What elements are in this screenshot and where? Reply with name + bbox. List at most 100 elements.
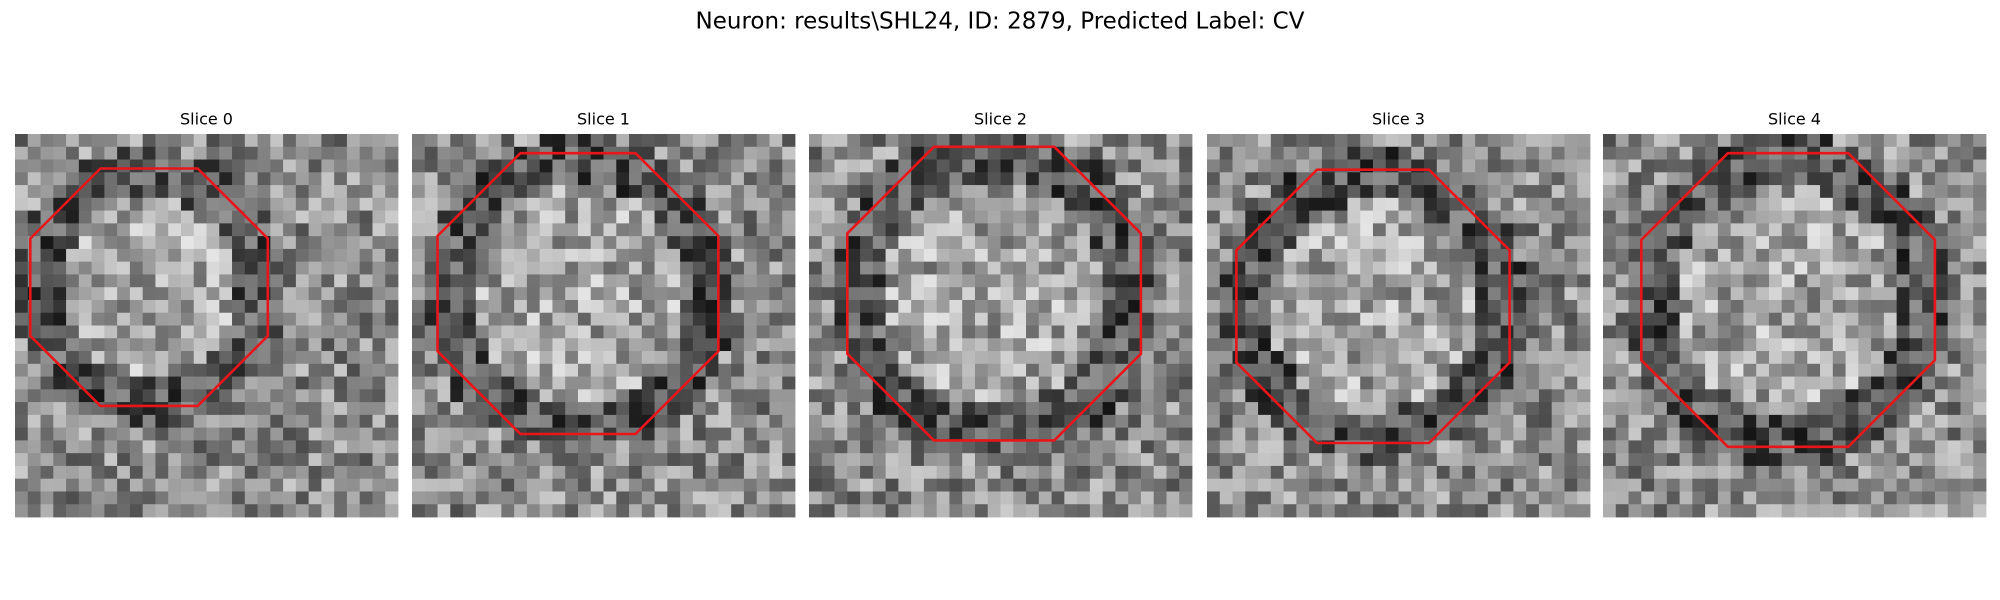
pixel: [1153, 478, 1167, 492]
pixel: [129, 146, 144, 160]
pixel: [1449, 223, 1463, 237]
pixel: [847, 504, 861, 518]
pixel: [1232, 299, 1246, 314]
pixel: [1283, 440, 1297, 454]
pixel: [463, 312, 477, 326]
pixel: [743, 299, 758, 314]
pixel: [1807, 325, 1821, 339]
pixel: [1756, 185, 1770, 199]
pixel: [219, 478, 233, 492]
pixel: [91, 299, 105, 314]
pixel: [1207, 504, 1221, 518]
pixel: [1038, 197, 1052, 211]
pixel: [1089, 223, 1104, 237]
pixel: [424, 338, 438, 352]
pixel: [321, 134, 335, 148]
pixel: [898, 287, 912, 301]
pixel: [731, 402, 745, 416]
pixel: [1577, 146, 1591, 160]
pixel: [834, 248, 848, 263]
pixel: [769, 478, 783, 492]
pixel: [1424, 376, 1438, 390]
pixel: [667, 312, 681, 326]
pixel: [1089, 453, 1104, 467]
pixel: [193, 504, 207, 518]
pixel: [129, 261, 144, 275]
pixel: [834, 440, 848, 454]
pixel: [1089, 440, 1104, 454]
pixel: [1166, 414, 1180, 429]
pixel: [641, 453, 655, 467]
pixel: [1551, 197, 1565, 211]
pixel: [1934, 236, 1949, 250]
pixel: [1768, 312, 1783, 326]
pixel: [1654, 146, 1668, 160]
pixel: [987, 504, 1001, 518]
pixel: [1064, 287, 1078, 301]
pixel: [1922, 172, 1936, 186]
pixel: [244, 261, 258, 275]
pixel: [629, 504, 643, 518]
pixel: [1309, 312, 1323, 326]
pixel: [860, 312, 874, 326]
pixel: [1896, 402, 1910, 416]
pixel: [898, 478, 912, 492]
pixel: [565, 134, 579, 148]
pixel: [1128, 440, 1142, 454]
pixel: [1781, 185, 1795, 199]
pixel: [501, 172, 515, 186]
pixel: [692, 402, 707, 416]
pixel: [1628, 210, 1642, 224]
pixel: [27, 159, 41, 173]
pixel: [514, 185, 528, 199]
pixel: [1347, 248, 1361, 263]
pixel: [450, 414, 464, 429]
pixel: [1883, 312, 1898, 326]
pixel: [809, 274, 823, 288]
pixel: [1424, 389, 1438, 403]
pixel: [769, 248, 783, 263]
pixel: [372, 299, 386, 314]
pixel: [680, 159, 694, 173]
pixel: [1038, 440, 1052, 454]
pixel: [1026, 376, 1040, 390]
pixel: [590, 223, 604, 237]
pixel: [1232, 376, 1246, 390]
pixel: [295, 134, 310, 148]
pixel: [860, 236, 874, 250]
pixel: [1909, 287, 1923, 301]
pixel: [1360, 299, 1374, 314]
pixel: [437, 414, 451, 429]
pixel: [1717, 491, 1732, 505]
pixel: [1153, 261, 1167, 275]
pixel: [359, 389, 373, 403]
pixel: [667, 223, 681, 237]
pixel: [1858, 146, 1872, 160]
pixel: [321, 248, 335, 263]
pixel: [1973, 376, 1987, 390]
pixel: [1449, 172, 1463, 186]
pixel: [654, 440, 668, 454]
pixel: [987, 236, 1001, 250]
pixel: [1449, 491, 1463, 505]
pixel: [1820, 363, 1834, 377]
pixel: [860, 325, 874, 339]
pixel: [552, 453, 566, 467]
pixel: [898, 465, 912, 480]
pixel: [1934, 325, 1949, 339]
pixel: [1487, 299, 1502, 314]
pixel: [1845, 427, 1859, 441]
pixel: [1513, 197, 1527, 211]
pixel: [1449, 159, 1463, 173]
pixel: [1934, 197, 1949, 211]
pixel: [1321, 236, 1336, 250]
pixel: [1781, 312, 1795, 326]
pixel: [219, 172, 233, 186]
pixel: [168, 261, 182, 275]
pixel: [1526, 146, 1540, 160]
pixel: [629, 325, 643, 339]
pixel: [911, 325, 925, 339]
pixel: [283, 402, 297, 416]
pixel: [692, 159, 707, 173]
pixel: [834, 197, 848, 211]
